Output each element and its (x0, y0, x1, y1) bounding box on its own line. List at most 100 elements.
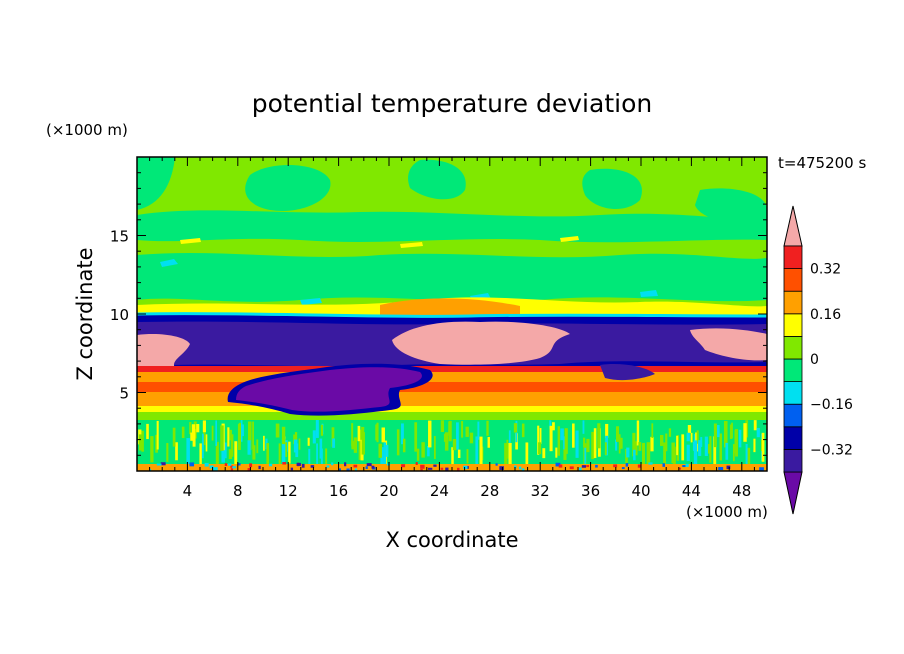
boundary-streak (440, 420, 445, 432)
boundary-streak (486, 420, 489, 436)
x-axis: 4 8 12 16 20 24 28 32 36 40 44 48 (149, 157, 755, 500)
boundary-streak (504, 443, 508, 471)
boundary-streak (381, 427, 385, 443)
boundary-streak (375, 424, 378, 441)
boundary-streak (293, 434, 296, 444)
boundary-streak (228, 449, 233, 459)
boundary-streak (693, 440, 698, 465)
boundary-streak (597, 423, 601, 449)
surface-speckle (420, 464, 425, 469)
surface-speckle (230, 468, 234, 471)
boundary-streak (539, 428, 542, 444)
surface-speckle (514, 465, 517, 469)
boundary-streak (320, 424, 324, 436)
boundary-streak (141, 430, 144, 452)
contour-region-cyan-edge (137, 312, 767, 318)
surface-speckle (310, 465, 315, 468)
contour-region-upper-green (695, 188, 767, 226)
boundary-streak (215, 420, 218, 446)
boundary-streak (248, 421, 252, 451)
boundary-streak (456, 422, 459, 450)
boundary-streak (704, 436, 708, 456)
boundary-streak (563, 447, 567, 460)
contour-region-warm-pool (137, 334, 190, 368)
surface-speckle (290, 467, 294, 471)
y-axis: 5 10 15 (110, 172, 767, 456)
surface-speckle (579, 467, 582, 471)
surface-speckle (247, 468, 251, 471)
surface-speckle (466, 466, 469, 469)
boundary-streak (605, 423, 609, 438)
surface-speckle (595, 464, 598, 468)
surface-speckle (726, 465, 731, 470)
contour-band-red (137, 366, 767, 372)
boundary-streak (508, 430, 511, 453)
x-axis-label: X coordinate (385, 528, 518, 552)
x-tick-label: 24 (430, 482, 449, 500)
boundary-streak (401, 423, 404, 445)
boundary-streak (753, 420, 757, 431)
surface-speckle (232, 466, 237, 469)
surface-speckle (156, 463, 162, 466)
x-tick-label: 36 (581, 482, 600, 500)
boundary-streak (555, 447, 558, 458)
contour-region-cold-tongue-right (600, 364, 655, 381)
boundary-streak (717, 425, 720, 438)
boundary-streak (466, 449, 469, 464)
boundary-streak (663, 442, 666, 466)
surface-speckle (353, 464, 358, 468)
boundary-streak (668, 428, 672, 437)
boundary-streak (175, 442, 178, 461)
boundary-streak (508, 442, 512, 467)
boundary-streak (761, 432, 765, 462)
boundary-streak (738, 429, 742, 448)
boundary-streak (719, 433, 722, 461)
x-tick-label: 20 (379, 482, 398, 500)
surface-speckle (282, 462, 287, 465)
contour-region-upper-green (582, 168, 642, 210)
surface-speckle (685, 463, 689, 467)
contour-band-redorange (137, 382, 767, 392)
x-tick-label: 4 (183, 482, 193, 500)
colorbar-extend-low (783, 471, 803, 515)
surface-speckle (344, 462, 347, 467)
boundary-streak (202, 433, 204, 459)
y-tick-label: 5 (119, 385, 129, 403)
colorbar-swatch (783, 290, 803, 315)
boundary-streak (747, 447, 751, 471)
boundary-streak (225, 442, 227, 459)
surface-speckle (354, 468, 358, 471)
surface-speckle (420, 468, 423, 471)
surface-speckle (258, 465, 261, 470)
boundary-streak (626, 447, 630, 458)
surface-speckle (371, 465, 375, 469)
surface-speckles (149, 462, 764, 471)
surface-speckle (625, 463, 629, 467)
boundary-streak (593, 428, 597, 458)
boundary-streak (315, 420, 319, 438)
boundary-layer-streaks (138, 420, 767, 471)
boundary-streak (591, 431, 595, 460)
boundary-streak (686, 432, 690, 442)
boundary-streak (676, 435, 679, 456)
boundary-streak (288, 441, 291, 464)
surface-speckle (759, 467, 764, 471)
boundary-streak (396, 429, 400, 456)
boundary-streak (428, 420, 432, 448)
surface-speckle (237, 463, 241, 466)
boundary-streak (477, 421, 480, 440)
surface-speckle (346, 468, 350, 471)
colorbar-label: 0.32 (810, 262, 841, 278)
colorbar-swatch (783, 381, 803, 405)
boundary-streak (575, 430, 579, 458)
boundary-streak (444, 432, 449, 451)
surface-speckle (160, 462, 166, 466)
boundary-streak (196, 424, 200, 433)
surface-speckle (518, 466, 522, 470)
surface-speckle (204, 462, 209, 467)
boundary-streak (421, 442, 425, 458)
contour-region-boundary-layer (137, 420, 767, 468)
surface-speckle (209, 465, 214, 469)
boundary-streak (283, 442, 288, 457)
x-tick-label: 32 (531, 482, 550, 500)
